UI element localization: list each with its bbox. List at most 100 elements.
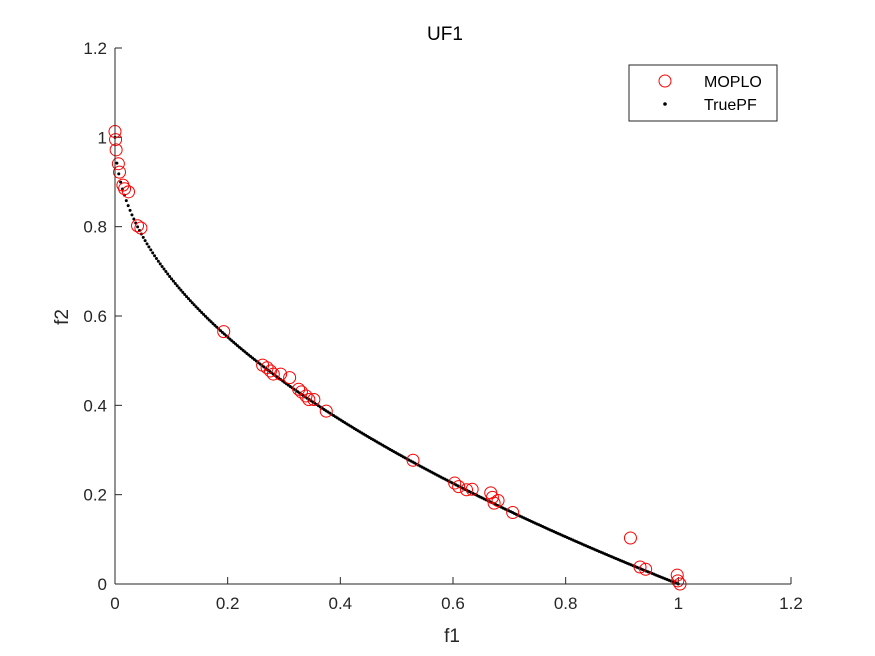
moplo-point	[217, 325, 231, 339]
moplo-point	[294, 385, 308, 399]
truepf-point	[158, 262, 162, 266]
truepf-point	[185, 295, 189, 299]
truepf-point	[202, 312, 206, 316]
moplo-point	[109, 143, 123, 157]
truepf-point	[130, 213, 134, 217]
moplo-point	[448, 476, 462, 490]
truepf-point	[177, 286, 181, 290]
truepf-point	[190, 301, 194, 305]
truepf-point	[136, 225, 140, 229]
moplo-point	[274, 367, 288, 381]
moplo-point	[307, 393, 321, 407]
truepf-series	[113, 135, 680, 586]
x-tick-label: 0	[110, 594, 119, 613]
moplo-point	[633, 560, 647, 574]
x-tick-label: 0.2	[216, 594, 240, 613]
truepf-point	[128, 208, 132, 212]
legend-truepf-label: TruePF	[704, 97, 757, 114]
moplo-point	[319, 404, 333, 418]
moplo-point	[283, 371, 297, 385]
moplo-series	[108, 125, 687, 591]
truepf-point	[183, 292, 187, 296]
moplo-point	[460, 483, 474, 497]
legend-truepf-marker	[663, 102, 667, 106]
truepf-point	[205, 316, 209, 320]
legend-moplo-marker	[658, 74, 672, 88]
moplo-point	[670, 568, 684, 582]
legend-box	[628, 64, 778, 122]
truepf-point	[173, 281, 177, 285]
truepf-point	[203, 314, 207, 318]
truepf-point	[132, 217, 136, 221]
truepf-point	[119, 180, 123, 184]
moplo-point	[266, 367, 280, 381]
chart-title: UF1	[427, 24, 463, 45]
truepf-point	[211, 322, 215, 326]
truepf-point	[175, 284, 179, 288]
moplo-point	[452, 480, 466, 494]
moplo-point	[131, 219, 145, 233]
truepf-point	[160, 264, 164, 268]
truepf-point	[170, 277, 174, 281]
truepf-point	[215, 325, 219, 329]
moplo-point	[671, 574, 685, 588]
truepf-point	[154, 256, 158, 260]
moplo-point	[111, 157, 125, 171]
moplo-point	[292, 382, 306, 396]
y-tick-label: 0.2	[83, 486, 107, 505]
truepf-point	[213, 323, 217, 327]
truepf-point	[141, 235, 145, 239]
truepf-point	[147, 245, 151, 249]
x-axis-title: f1	[444, 626, 460, 647]
truepf-point	[153, 254, 157, 258]
truepf-point	[194, 305, 198, 309]
x-tick-label: 1	[674, 594, 683, 613]
truepf-point	[164, 270, 168, 274]
x-axis: 0 0.2 0.4 0.6 0.8 1 1.2	[110, 577, 803, 613]
truepf-point	[171, 279, 175, 283]
moplo-point	[134, 221, 148, 235]
truepf-point	[124, 199, 128, 203]
truepf-point	[200, 311, 204, 315]
x-tick-label: 1.2	[779, 594, 803, 613]
y-tick-label: 0.8	[83, 218, 107, 237]
moplo-point	[506, 506, 520, 520]
x-tick-label: 0.4	[329, 594, 353, 613]
legend: MOPLO TruePF	[628, 64, 778, 122]
truepf-point	[209, 320, 213, 324]
moplo-point	[113, 165, 127, 179]
y-tick-label: 1.2	[83, 39, 107, 58]
truepf-point	[196, 307, 200, 311]
moplo-point	[465, 482, 479, 496]
axes-frame	[114, 48, 791, 585]
moplo-point	[406, 453, 420, 467]
moplo-point	[109, 133, 123, 147]
truepf-point	[166, 272, 170, 276]
y-tick-label: 0.6	[83, 307, 107, 326]
moplo-point	[623, 531, 637, 545]
truepf-point	[145, 242, 149, 246]
moplo-point	[122, 185, 136, 199]
plot-area	[115, 48, 791, 584]
moplo-point	[263, 364, 277, 378]
moplo-point	[118, 182, 132, 196]
truepf-point	[115, 161, 119, 165]
truepf-point	[198, 309, 202, 313]
truepf-point	[143, 239, 147, 243]
truepf-point	[188, 299, 192, 303]
truepf-point	[126, 204, 130, 208]
y-axis: 0 0.2 0.4 0.6 0.8 1 1.2	[83, 39, 122, 594]
truepf-point	[168, 274, 172, 278]
moplo-point	[491, 493, 505, 507]
x-tick-label: 0.8	[554, 594, 578, 613]
truepf-point	[181, 290, 185, 294]
y-tick-label: 0	[98, 575, 107, 594]
truepf-point	[156, 259, 160, 263]
moplo-point	[487, 496, 501, 510]
y-tick-label: 0.4	[83, 396, 107, 415]
truepf-point	[117, 172, 121, 176]
moplo-point	[639, 562, 653, 576]
y-tick-label: 1	[98, 128, 107, 147]
truepf-point	[186, 297, 190, 301]
